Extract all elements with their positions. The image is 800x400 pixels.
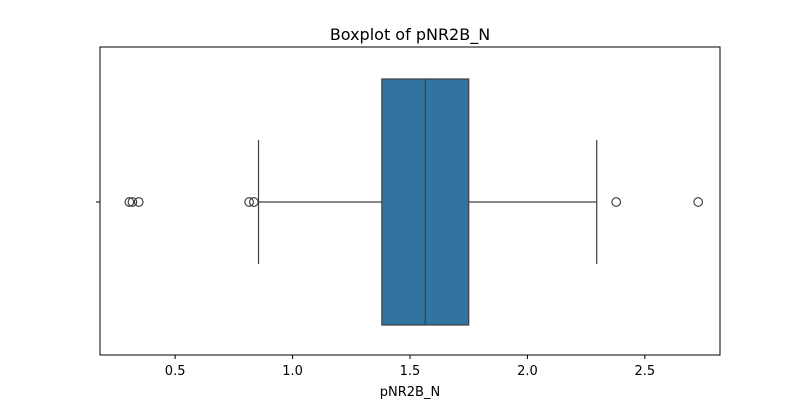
outlier-point	[133, 197, 144, 207]
x-tick-label: 0.5	[165, 364, 186, 379]
outlier-point	[693, 197, 704, 207]
outlier-point	[127, 197, 138, 207]
outlier-point	[244, 197, 254, 207]
outlier-point	[124, 197, 135, 207]
x-tick-label: 1.0	[282, 364, 303, 379]
x-axis-label: pNR2B_N	[380, 385, 440, 400]
x-tick-label: 1.5	[400, 364, 421, 379]
outlier-point	[611, 197, 622, 207]
x-tick-label: 2.0	[517, 364, 538, 379]
x-tick-label: 2.5	[635, 364, 656, 379]
chart-title: Boxplot of pNR2B_N	[330, 25, 490, 45]
outlier-point	[248, 197, 259, 207]
plot-area: 0.5 1.0 1.5 2.0 2.5	[96, 46, 721, 379]
